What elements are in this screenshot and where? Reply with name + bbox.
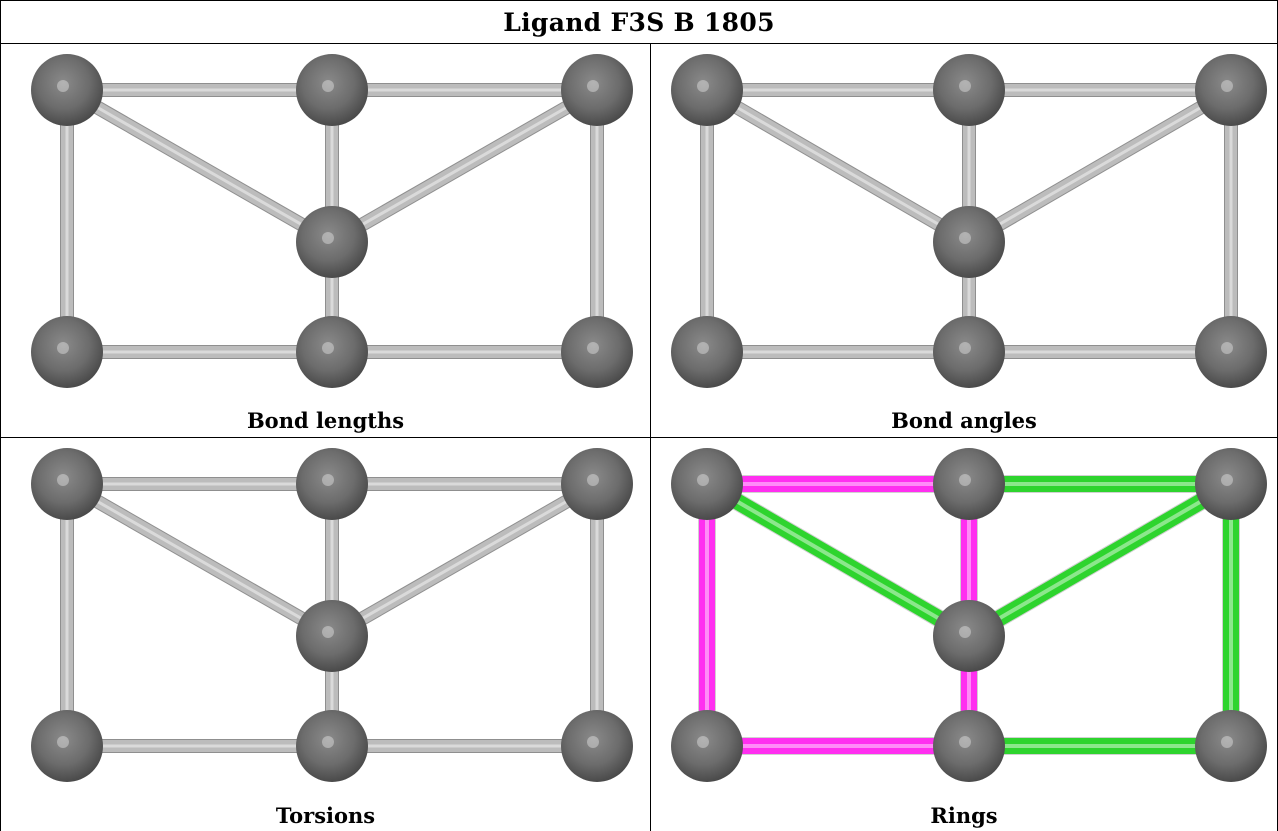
atom-a4: [296, 205, 368, 278]
molecule-torsions: [31, 448, 633, 782]
bond-a4-a3-highlight: [968, 88, 1232, 244]
atom-a7: [1195, 710, 1267, 782]
atom-a7: [1195, 316, 1267, 388]
atom-a3: [561, 54, 633, 126]
bond-a4-a3: [329, 84, 600, 248]
title-divider: [0, 43, 1278, 44]
bond-a4-a3-highlight: [967, 482, 1233, 638]
atom-a6-highlight: [322, 342, 334, 354]
figure-title: Ligand F3S B 1805: [503, 7, 775, 37]
atom-a4-highlight: [959, 231, 971, 244]
bond-a1-a4-highlight: [706, 88, 970, 244]
atom-a5: [671, 316, 743, 388]
atom-a2-highlight: [322, 80, 334, 92]
bond-a1-a4: [64, 478, 335, 642]
atom-a6: [933, 316, 1005, 388]
atom-a1: [671, 54, 743, 126]
panel-torsions: Torsions: [1, 438, 650, 831]
atom-a6: [296, 710, 368, 782]
bond-a1-a4-highlight: [66, 482, 333, 638]
atom-a4: [933, 599, 1005, 672]
molecule-rings: [671, 448, 1267, 782]
bond-a4-a3-highlight: [331, 482, 598, 638]
atom-a6-highlight: [959, 342, 971, 354]
panel-bond-angles: Bond angles: [651, 44, 1277, 437]
atom-a5-highlight: [57, 342, 69, 354]
column-divider: [650, 43, 651, 831]
atom-a1: [31, 448, 103, 520]
atom-a3: [1195, 448, 1267, 520]
atom-a7: [561, 710, 633, 782]
caption-bond-angles: Bond angles: [891, 408, 1037, 433]
atom-a3-highlight: [1221, 474, 1233, 486]
panel-bond-lengths: Bond lengths: [1, 44, 650, 437]
atom-a3: [561, 448, 633, 520]
bond-a4-a3-highlight: [331, 88, 598, 244]
molecule-bond-angles: [671, 54, 1267, 388]
atom-a4-highlight: [959, 625, 971, 638]
atom-a5: [31, 316, 103, 388]
atom-a4-highlight: [322, 231, 334, 244]
bond-a1-a4-highlight: [705, 482, 971, 638]
atom-a3-highlight: [587, 80, 599, 92]
atom-a3-highlight: [1221, 80, 1233, 92]
caption-rings: Rings: [930, 803, 998, 828]
atom-a6: [933, 710, 1005, 782]
atom-a2-highlight: [322, 474, 334, 486]
atom-a3-highlight: [587, 474, 599, 486]
atom-a5-highlight: [697, 736, 709, 748]
border-top: [0, 0, 1278, 1]
atom-a2: [296, 448, 368, 520]
panel-rings: Rings: [651, 438, 1277, 831]
atom-a7-highlight: [587, 342, 599, 354]
bond-a1-a4: [702, 477, 974, 643]
atom-a2-highlight: [959, 80, 971, 92]
atom-a6: [296, 316, 368, 388]
atom-a7-highlight: [1221, 736, 1233, 748]
bond-a1-a4: [703, 84, 973, 248]
atom-a4: [933, 205, 1005, 278]
molecule-bond-lengths: [31, 54, 633, 388]
atom-a2: [933, 54, 1005, 126]
row-divider: [0, 437, 1278, 438]
caption-bond-lengths: Bond lengths: [246, 408, 405, 433]
atom-a1-highlight: [697, 80, 709, 92]
bond-a4-a3: [964, 477, 1236, 643]
atom-a5: [31, 710, 103, 782]
bond-a1-a4: [64, 84, 335, 248]
atom-a2: [933, 448, 1005, 520]
bond-a4-a3: [965, 84, 1235, 248]
atom-a4: [296, 599, 368, 672]
atom-a1-highlight: [697, 474, 709, 486]
bond-a4-a3: [329, 478, 600, 642]
atom-a5: [671, 710, 743, 782]
atom-a4-highlight: [322, 625, 334, 638]
atom-a2-highlight: [959, 474, 971, 486]
atom-a7: [561, 316, 633, 388]
atom-a1: [671, 448, 743, 520]
atom-a7-highlight: [587, 736, 599, 748]
bond-a1-a4-highlight: [66, 88, 333, 244]
atom-a3: [1195, 54, 1267, 126]
atom-a6-highlight: [322, 736, 334, 748]
atom-a5-highlight: [697, 342, 709, 354]
atom-a5-highlight: [57, 736, 69, 748]
atom-a1-highlight: [57, 474, 69, 486]
atom-a1: [31, 54, 103, 126]
atom-a7-highlight: [1221, 342, 1233, 354]
caption-torsions: Torsions: [275, 803, 376, 828]
atom-a2: [296, 54, 368, 126]
atom-a1-highlight: [57, 80, 69, 92]
atom-a6-highlight: [959, 736, 971, 748]
border-left: [0, 0, 1, 831]
